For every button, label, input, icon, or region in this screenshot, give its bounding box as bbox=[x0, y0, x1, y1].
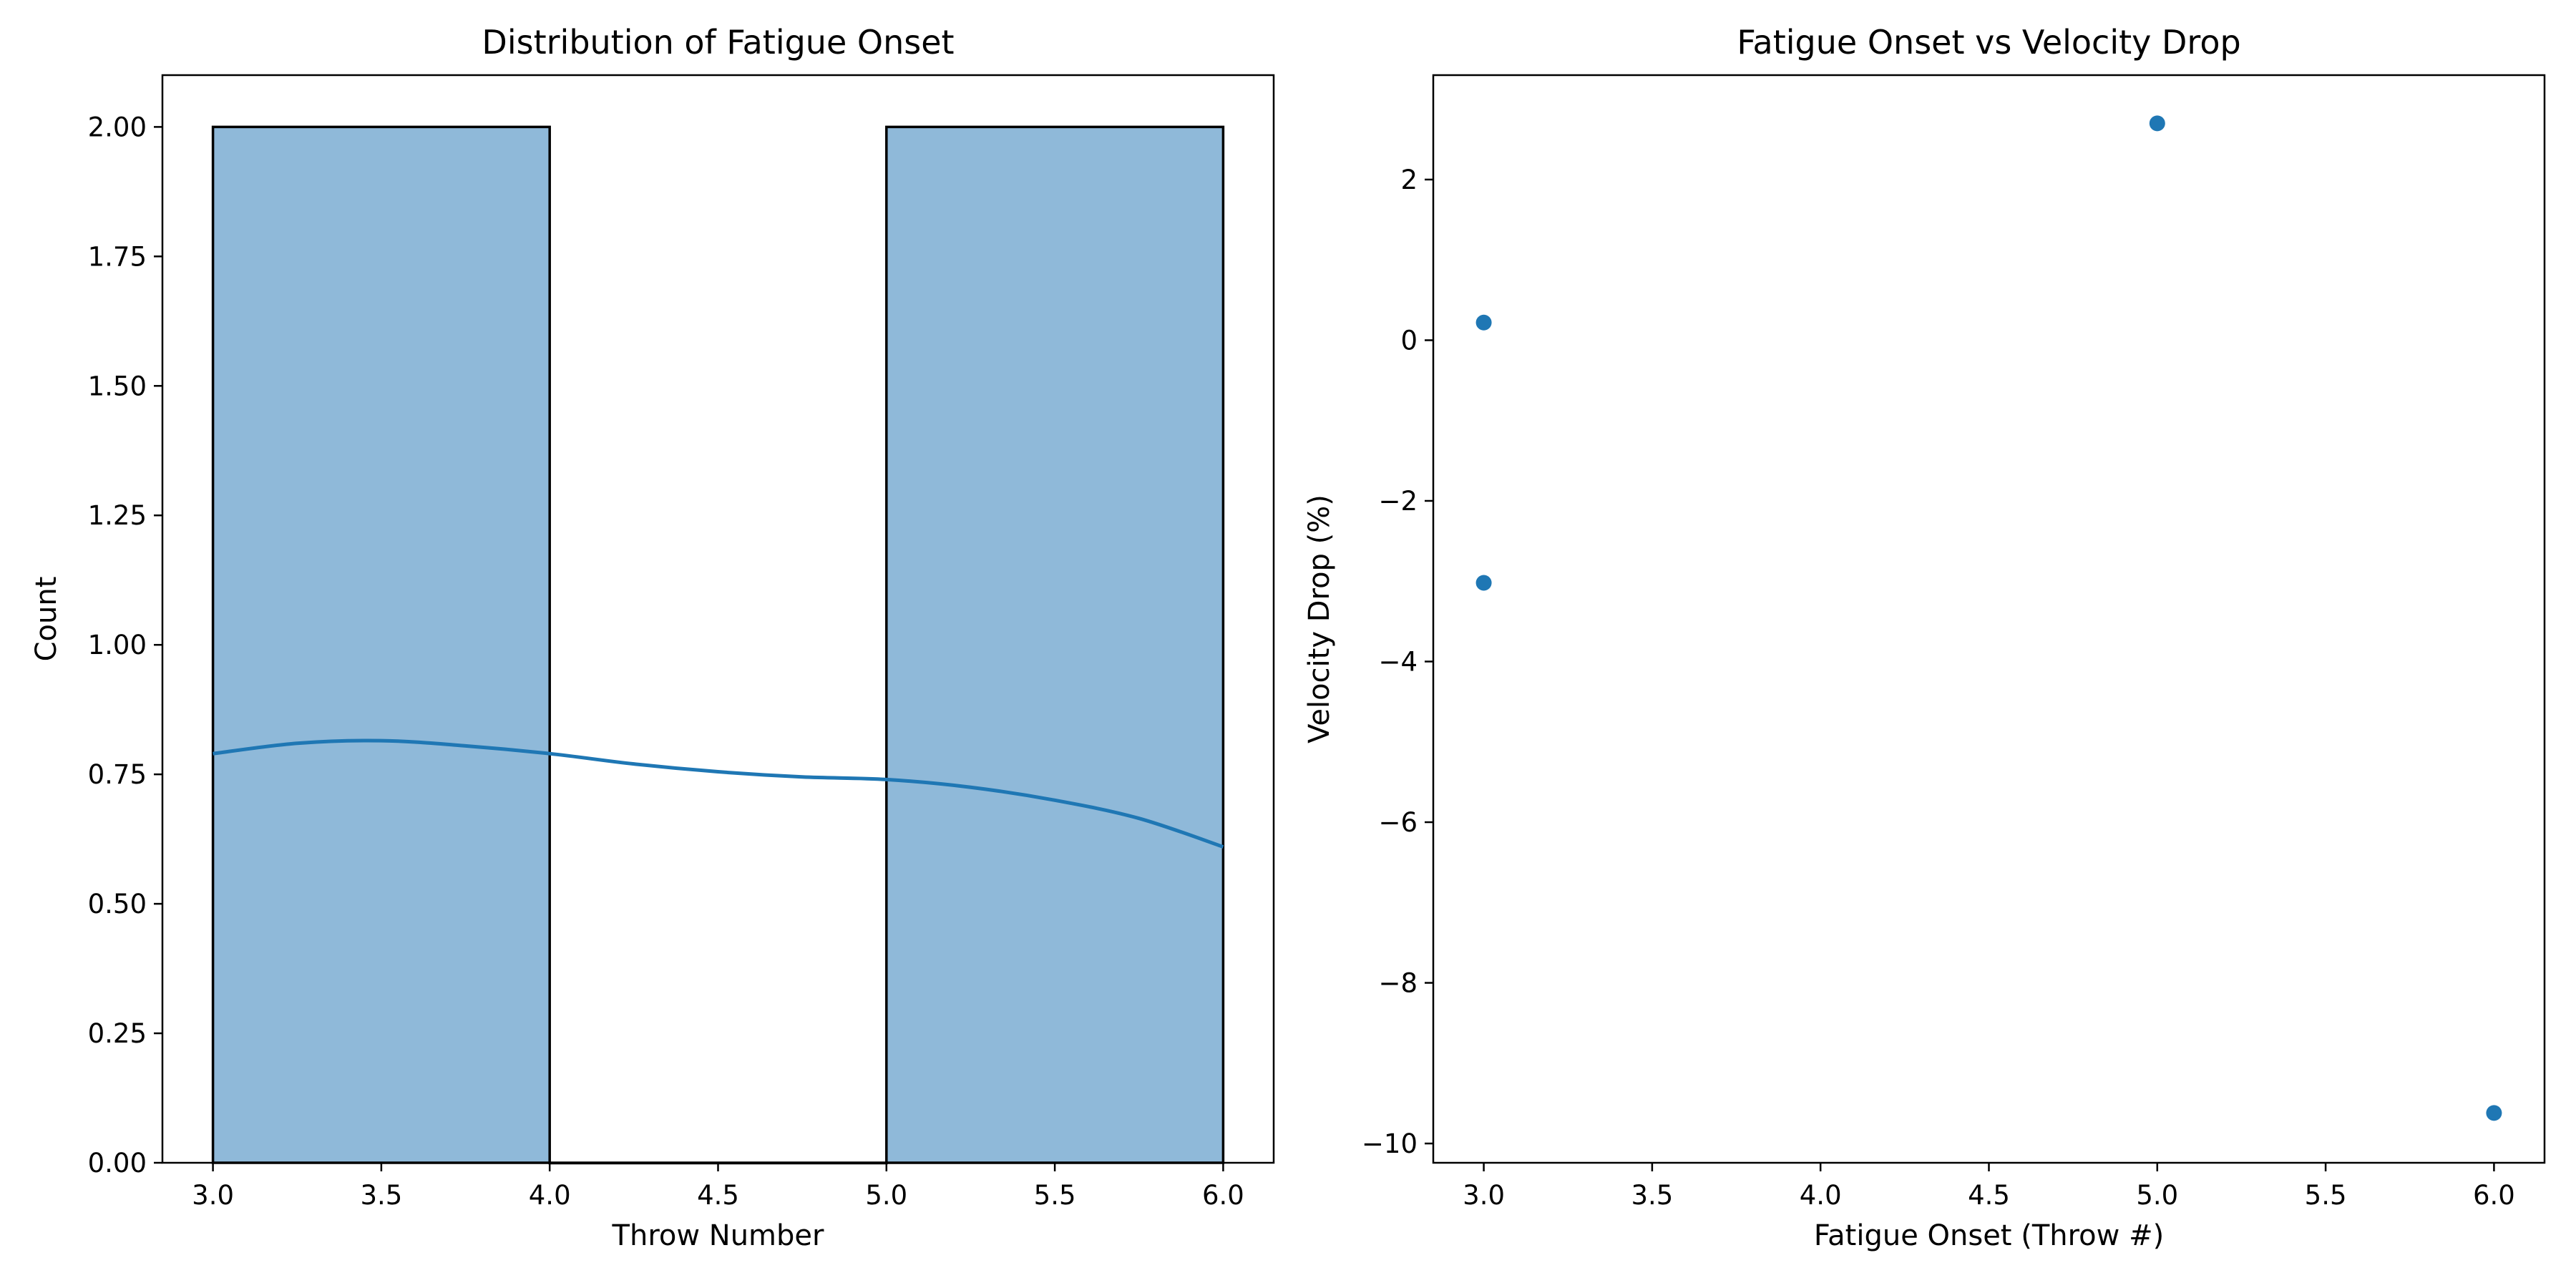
scatter-axes-frame bbox=[1432, 74, 2546, 1164]
hist-y-tick-label: 0.50 bbox=[88, 889, 147, 919]
scat-x-tick-label: 5.5 bbox=[2305, 1180, 2347, 1211]
scatter-x-ticks: 3.0 3.5 4.0 4.5 5.0 5.5 6.0 bbox=[1463, 1163, 2515, 1211]
scat-y-tick-label: 0 bbox=[1400, 325, 1418, 356]
scatter-title: Fatigue Onset vs Velocity Drop bbox=[1737, 23, 2240, 62]
hist-title: Distribution of Fatigue Onset bbox=[482, 23, 954, 62]
hist-x-ticks: 3.0 3.5 4.0 4.5 5.0 5.5 6.0 bbox=[192, 1163, 1244, 1211]
scatter-x-axis-label: Fatigue Onset (Throw #) bbox=[1814, 1219, 2164, 1252]
scat-y-tick-label: −4 bbox=[1378, 646, 1418, 677]
scatter-point bbox=[2486, 1105, 2502, 1121]
scat-y-tick-label: 2 bbox=[1400, 165, 1418, 195]
scatter-points bbox=[1475, 115, 2502, 1121]
hist-y-tick-label: 1.00 bbox=[88, 630, 147, 660]
scatter-y-axis-label: Velocity Drop (%) bbox=[1303, 494, 1336, 743]
hist-y-ticks: 0.00 0.25 0.50 0.75 1.00 1.25 1.50 1.75 2.00 bbox=[88, 112, 162, 1179]
hist-kde-line bbox=[213, 738, 1224, 849]
scat-x-tick-label: 4.0 bbox=[1800, 1180, 1842, 1211]
hist-y-tick-label: 0.00 bbox=[88, 1148, 147, 1179]
scat-x-tick-label: 6.0 bbox=[2473, 1180, 2515, 1211]
scat-y-tick-label: −8 bbox=[1378, 968, 1418, 999]
hist-x-tick-label: 5.5 bbox=[1034, 1180, 1076, 1211]
scatter-point bbox=[2149, 115, 2165, 132]
scat-y-tick-label: −6 bbox=[1378, 807, 1418, 838]
scat-y-tick-label: −2 bbox=[1378, 486, 1418, 517]
hist-y-tick-label: 0.25 bbox=[88, 1018, 147, 1049]
hist-x-tick-label: 4.5 bbox=[697, 1180, 739, 1211]
scat-x-tick-label: 4.5 bbox=[1968, 1180, 2010, 1211]
hist-x-tick-label: 3.0 bbox=[192, 1180, 234, 1211]
scatter-panel: Fatigue Onset vs Velocity Drop 3.0 3.5 4.0… bbox=[1303, 23, 2546, 1252]
scatter-y-ticks: −10 −8 −6 −4 −2 0 2 bbox=[1362, 165, 1433, 1159]
hist-x-tick-label: 3.5 bbox=[360, 1180, 402, 1211]
scatter-point bbox=[1475, 314, 1492, 331]
hist-bars bbox=[211, 125, 1225, 1165]
hist-y-tick-label: 1.75 bbox=[88, 241, 147, 272]
hist-x-tick-label: 5.0 bbox=[865, 1180, 907, 1211]
hist-y-tick-label: 1.25 bbox=[88, 500, 147, 531]
hist-y-axis-label: Count bbox=[30, 577, 63, 662]
scatter-point bbox=[1475, 575, 1492, 591]
histogram-panel: Distribution of Fatigue Onset 3.0 3.5 4.0 4… bbox=[30, 23, 1275, 1252]
scat-x-tick-label: 3.5 bbox=[1631, 1180, 1673, 1211]
hist-y-tick-label: 2.00 bbox=[88, 112, 147, 142]
scat-x-tick-label: 3.0 bbox=[1463, 1180, 1505, 1211]
hist-bar bbox=[885, 125, 1225, 1164]
hist-y-tick-label: 0.75 bbox=[88, 759, 147, 790]
hist-x-tick-label: 4.0 bbox=[529, 1180, 571, 1211]
hist-bar bbox=[211, 125, 551, 1164]
scat-y-tick-label: −10 bbox=[1362, 1128, 1418, 1159]
hist-x-tick-label: 6.0 bbox=[1202, 1180, 1244, 1211]
hist-y-tick-label: 1.50 bbox=[88, 371, 147, 401]
hist-x-axis-label: Throw Number bbox=[612, 1219, 824, 1252]
scat-x-tick-label: 5.0 bbox=[2136, 1180, 2178, 1211]
